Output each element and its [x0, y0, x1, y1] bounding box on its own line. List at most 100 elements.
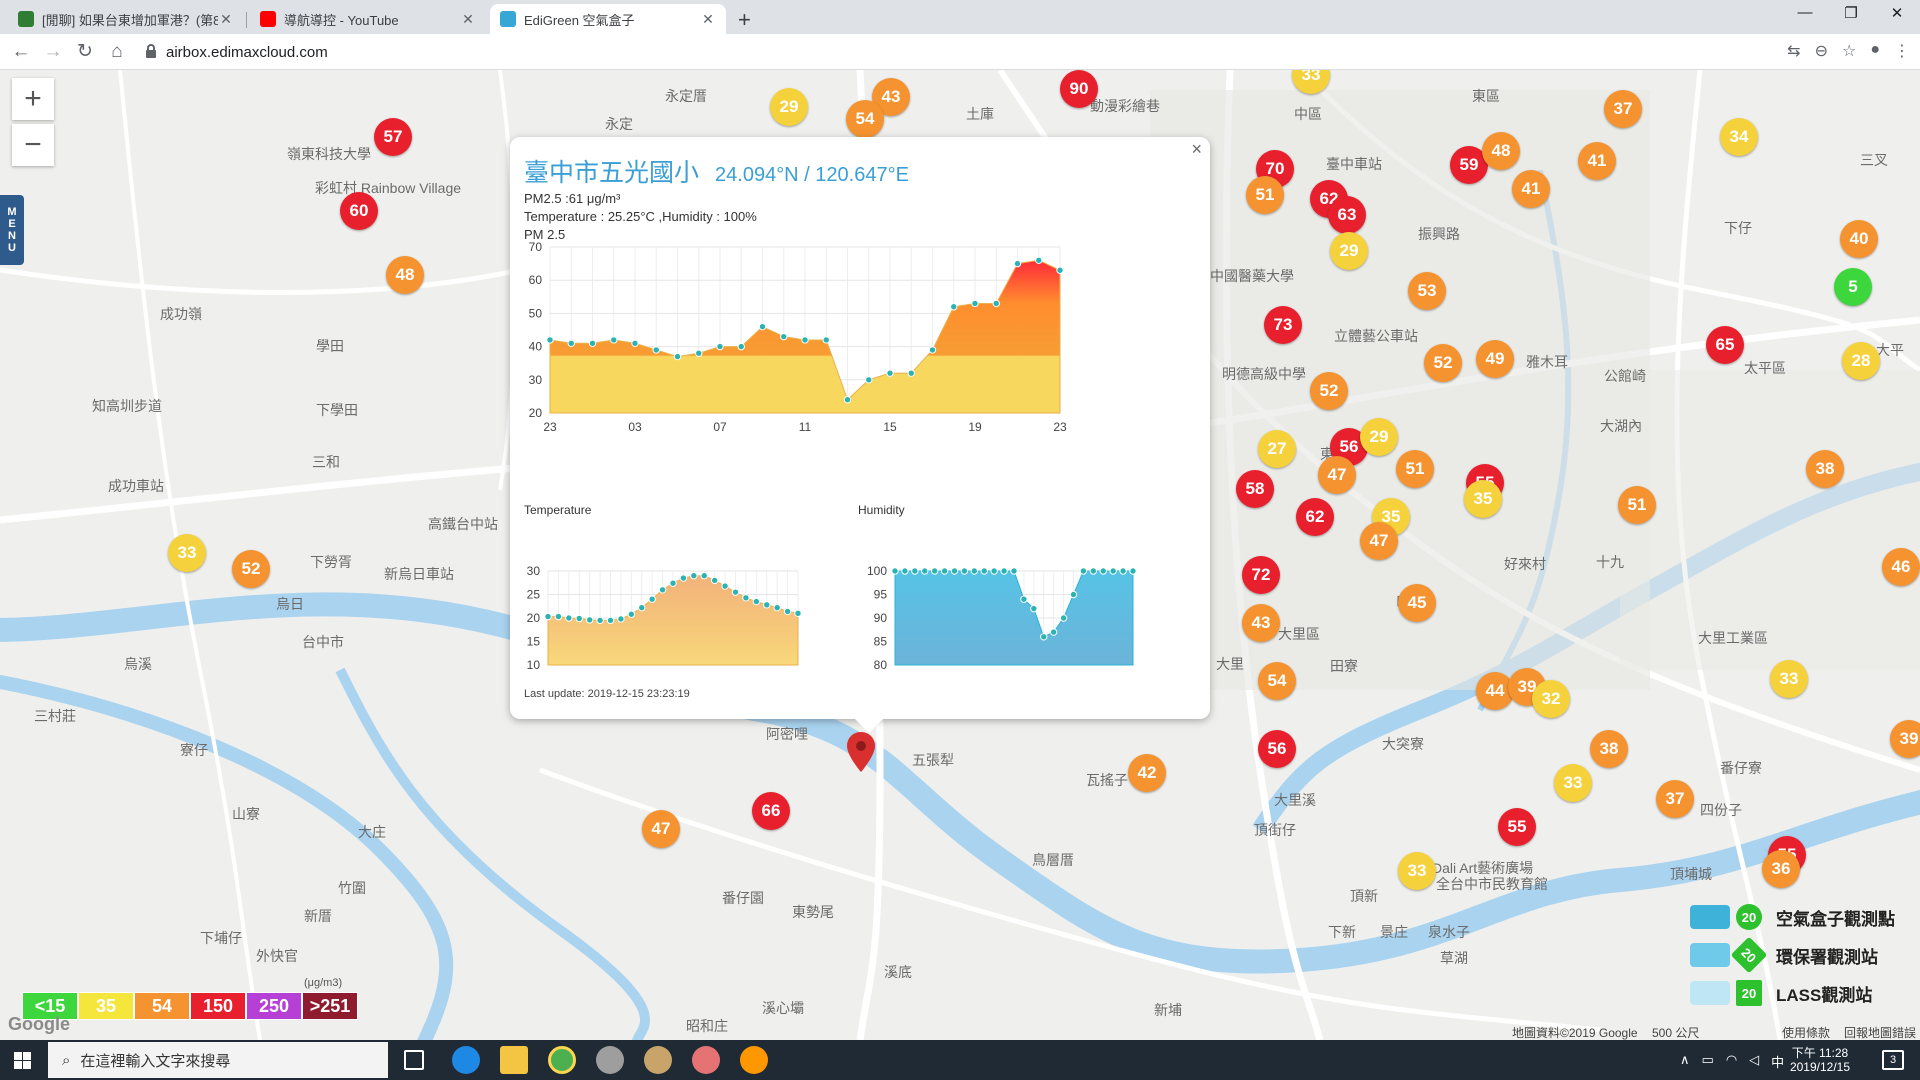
app-icon[interactable]: [596, 1046, 624, 1074]
sensor-marker[interactable]: 63: [1328, 196, 1366, 234]
sensor-marker[interactable]: 52: [1424, 344, 1462, 382]
battery-icon[interactable]: ▭: [1701, 1052, 1714, 1067]
sensor-marker[interactable]: 90: [1060, 70, 1098, 108]
sensor-marker[interactable]: 39: [1890, 720, 1920, 758]
sensor-marker[interactable]: 57: [374, 118, 412, 156]
sensor-marker[interactable]: 47: [1360, 522, 1398, 560]
sensor-marker[interactable]: 56: [1258, 730, 1296, 768]
task-view-icon[interactable]: [404, 1050, 424, 1070]
sensor-marker[interactable]: 55: [1498, 808, 1536, 846]
windows-start-icon[interactable]: [14, 1052, 31, 1069]
sensor-marker[interactable]: 62: [1296, 498, 1334, 536]
sensor-marker[interactable]: 43: [872, 78, 910, 116]
sensor-marker[interactable]: 59: [1450, 146, 1488, 184]
sensor-marker[interactable]: 43: [1242, 604, 1280, 642]
sensor-marker[interactable]: 28: [1842, 342, 1880, 380]
app-icon[interactable]: [692, 1046, 720, 1074]
sensor-marker[interactable]: 41: [1578, 142, 1616, 180]
close-icon[interactable]: ✕: [702, 10, 714, 27]
sensor-marker[interactable]: 29: [1360, 418, 1398, 456]
sensor-marker[interactable]: 52: [1310, 372, 1348, 410]
url-input[interactable]: airbox.edimaxcloud.com: [140, 38, 1740, 66]
menu-button[interactable]: M E N U: [0, 195, 24, 265]
sensor-marker[interactable]: 46: [1882, 548, 1920, 586]
sensor-marker[interactable]: 51: [1246, 176, 1284, 214]
sensor-marker[interactable]: 37: [1656, 780, 1694, 818]
sensor-marker[interactable]: 49: [1476, 340, 1514, 378]
sensor-marker[interactable]: 33: [1770, 660, 1808, 698]
sensor-marker[interactable]: 27: [1258, 430, 1296, 468]
sensor-marker[interactable]: 38: [1590, 730, 1628, 768]
sensor-marker[interactable]: 32: [1532, 680, 1570, 718]
clock[interactable]: 下午 11:28 2019/12/15: [1790, 1046, 1850, 1074]
sensor-marker[interactable]: 41: [1512, 170, 1550, 208]
sensor-marker[interactable]: 38: [1806, 450, 1844, 488]
sensor-marker[interactable]: 60: [340, 192, 378, 230]
sensor-marker[interactable]: 33: [1554, 764, 1592, 802]
taskbar-search-input[interactable]: ⌕ 在這裡輸入文字來搜尋: [48, 1042, 388, 1078]
home-icon[interactable]: ⌂: [111, 41, 123, 62]
sensor-marker[interactable]: 47: [1318, 456, 1356, 494]
close-window-icon[interactable]: ✕: [1890, 5, 1904, 22]
sensor-marker[interactable]: 33: [168, 534, 206, 572]
sensor-marker[interactable]: 5: [1834, 268, 1872, 306]
sensor-marker[interactable]: 47: [642, 810, 680, 848]
sensor-marker[interactable]: 40: [1840, 220, 1878, 258]
sensor-marker[interactable]: 45: [1398, 584, 1436, 622]
sensor-marker[interactable]: 44: [1476, 672, 1514, 710]
file-explorer-icon[interactable]: [500, 1046, 528, 1074]
sensor-marker[interactable]: 51: [1618, 486, 1656, 524]
sensor-marker[interactable]: 35: [1464, 480, 1502, 518]
volume-icon[interactable]: ◁: [1749, 1052, 1760, 1067]
sensor-marker[interactable]: 29: [1330, 232, 1368, 270]
zoom-in-button[interactable]: +: [12, 78, 54, 120]
tab-edigreen[interactable]: EdiGreen 空氣盒子 ✕: [490, 4, 726, 34]
terms-link[interactable]: 使用條款: [1782, 1026, 1831, 1040]
report-map-error-link[interactable]: 回報地圖錯誤: [1844, 1026, 1917, 1040]
sensor-marker[interactable]: 53: [1408, 272, 1446, 310]
sensor-marker[interactable]: 36: [1762, 850, 1800, 888]
more-menu-icon[interactable]: ⋮: [1894, 43, 1910, 60]
sensor-marker[interactable]: 42: [1128, 754, 1166, 792]
sensor-marker[interactable]: 34: [1720, 118, 1758, 156]
translate-icon[interactable]: ⇆: [1787, 43, 1801, 60]
sensor-marker[interactable]: 52: [232, 550, 270, 588]
restore-icon[interactable]: ❐: [1844, 5, 1858, 22]
minimize-icon[interactable]: —: [1797, 4, 1813, 21]
new-tab-button[interactable]: +: [738, 7, 751, 32]
sensor-marker[interactable]: 73: [1264, 306, 1302, 344]
sensor-marker[interactable]: 54: [846, 100, 884, 138]
reload-icon[interactable]: ↻: [77, 41, 93, 62]
back-arrow-icon[interactable]: ←: [11, 41, 31, 62]
sensor-marker[interactable]: 58: [1236, 470, 1274, 508]
sensor-marker[interactable]: 37: [1604, 90, 1642, 128]
close-icon[interactable]: ✕: [220, 10, 232, 27]
app-icon[interactable]: [644, 1046, 672, 1074]
map-canvas[interactable]: 永定厝 永定 嶺東科技大學 彩虹村 Rainbow Village 成功嶺 學田 下學田 知高…: [0, 70, 1920, 1040]
bookmark-star-icon[interactable]: ☆: [1841, 43, 1857, 60]
sensor-marker[interactable]: 65: [1706, 326, 1744, 364]
sensor-marker[interactable]: 48: [386, 256, 424, 294]
sensor-marker[interactable]: 66: [752, 792, 790, 830]
zoom-out-button[interactable]: −: [12, 124, 54, 166]
profile-icon[interactable]: ●: [1870, 41, 1880, 58]
edge-browser-icon[interactable]: [452, 1046, 480, 1074]
blender-icon[interactable]: [740, 1046, 768, 1074]
ime-indicator[interactable]: 中: [1771, 1055, 1785, 1070]
selected-location-pin-icon[interactable]: [847, 732, 875, 772]
sensor-marker[interactable]: 48: [1482, 132, 1520, 170]
sensor-marker[interactable]: 72: [1242, 556, 1280, 594]
tab-youtube[interactable]: 導航導控 - YouTube ✕: [250, 4, 486, 34]
zoom-icon[interactable]: ⊖: [1814, 43, 1828, 60]
tray-arrow-icon[interactable]: ∧: [1680, 1052, 1690, 1067]
notification-icon[interactable]: 3: [1882, 1050, 1904, 1070]
sensor-marker[interactable]: 51: [1396, 450, 1434, 488]
forward-arrow-icon[interactable]: →: [43, 41, 63, 62]
close-icon[interactable]: ✕: [462, 10, 474, 27]
sensor-marker[interactable]: 33: [1398, 852, 1436, 890]
sensor-marker[interactable]: 29: [770, 88, 808, 126]
chrome-browser-icon[interactable]: [548, 1046, 576, 1074]
close-icon[interactable]: ×: [1191, 139, 1202, 159]
wifi-icon[interactable]: ◠: [1725, 1052, 1738, 1067]
tab-forum[interactable]: [閒聊] 如果台東增加軍港？(第8 ✕: [8, 4, 244, 34]
